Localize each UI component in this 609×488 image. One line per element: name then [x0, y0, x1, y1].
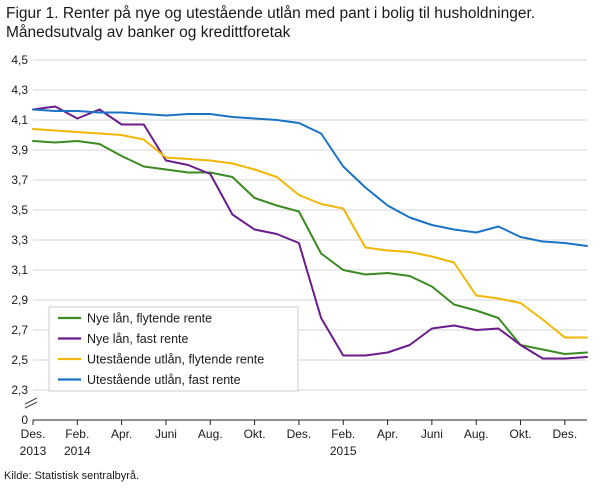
y-tick-label: 2,9 [11, 293, 28, 307]
x-tick-label: Juni [421, 427, 443, 441]
chart-title: Figur 1. Renter på nye og utestående utl… [6, 4, 606, 42]
x-tick-label: Okt. [510, 427, 532, 441]
x-tick-label: Feb. [65, 427, 89, 441]
legend: Nye lån, flytende rente Nye lån, fast ren… [48, 306, 299, 392]
chart-title-line-2: Månedsutvalg av banker og kredittforetak [6, 24, 291, 41]
y-tick-label: 3,5 [11, 203, 28, 217]
x-tick-year-label: 2015 [330, 444, 357, 458]
x-tick-year-label: 2013 [20, 444, 47, 458]
legend-box [48, 306, 299, 392]
x-tick-label: Des. [287, 427, 312, 441]
axis-break-gap [24, 400, 38, 407]
y-tick-label: 3,1 [11, 263, 28, 277]
y-tick-label: 4,1 [11, 113, 28, 127]
x-tick-label: Des. [552, 427, 577, 441]
series-line-4 [32, 108, 588, 247]
y-tick-label: 2,5 [11, 353, 28, 367]
legend-label: Nye lån, fast rente [87, 332, 188, 346]
series-line-2 [32, 105, 588, 360]
x-tick-label: Okt. [244, 427, 266, 441]
x-tick-label: Aug. [198, 427, 223, 441]
y-tick-label: 3,9 [11, 143, 28, 157]
axis-break-mark [24, 401, 38, 409]
series-line-1 [32, 140, 588, 355]
source-note: Kilde: Statistisk sentralbyrå. [4, 470, 140, 482]
x-tick-label: Juni [155, 427, 177, 441]
axis-break-mark [24, 397, 38, 405]
chart-title-line-1: Figur 1. Renter på nye og utestående utl… [6, 5, 536, 22]
y-tick-label: 4,5 [11, 53, 28, 67]
y-tick-label: 3,3 [11, 233, 28, 247]
x-tick-label: Aug. [464, 427, 489, 441]
y-tick-label: 3,7 [11, 173, 28, 187]
x-tick-label: Des. [21, 427, 46, 441]
x-tick-label: Apr. [111, 427, 132, 441]
x-tick-label: Apr. [377, 427, 398, 441]
y-tick-label: 4,3 [11, 83, 28, 97]
series-line-3 [32, 128, 588, 339]
legend-label: Nye lån, flytende rente [87, 312, 212, 326]
legend-label: Utestående utlån, fast rente [87, 373, 241, 387]
y-tick-label: 2,3 [11, 383, 28, 397]
x-tick-year-label: 2014 [64, 444, 91, 458]
x-tick-label: Feb. [331, 427, 355, 441]
y-tick-label: 2,7 [11, 323, 28, 337]
legend-label: Utestående utlån, flytende rente [87, 353, 264, 367]
y-tick-label: 0 [21, 413, 28, 427]
